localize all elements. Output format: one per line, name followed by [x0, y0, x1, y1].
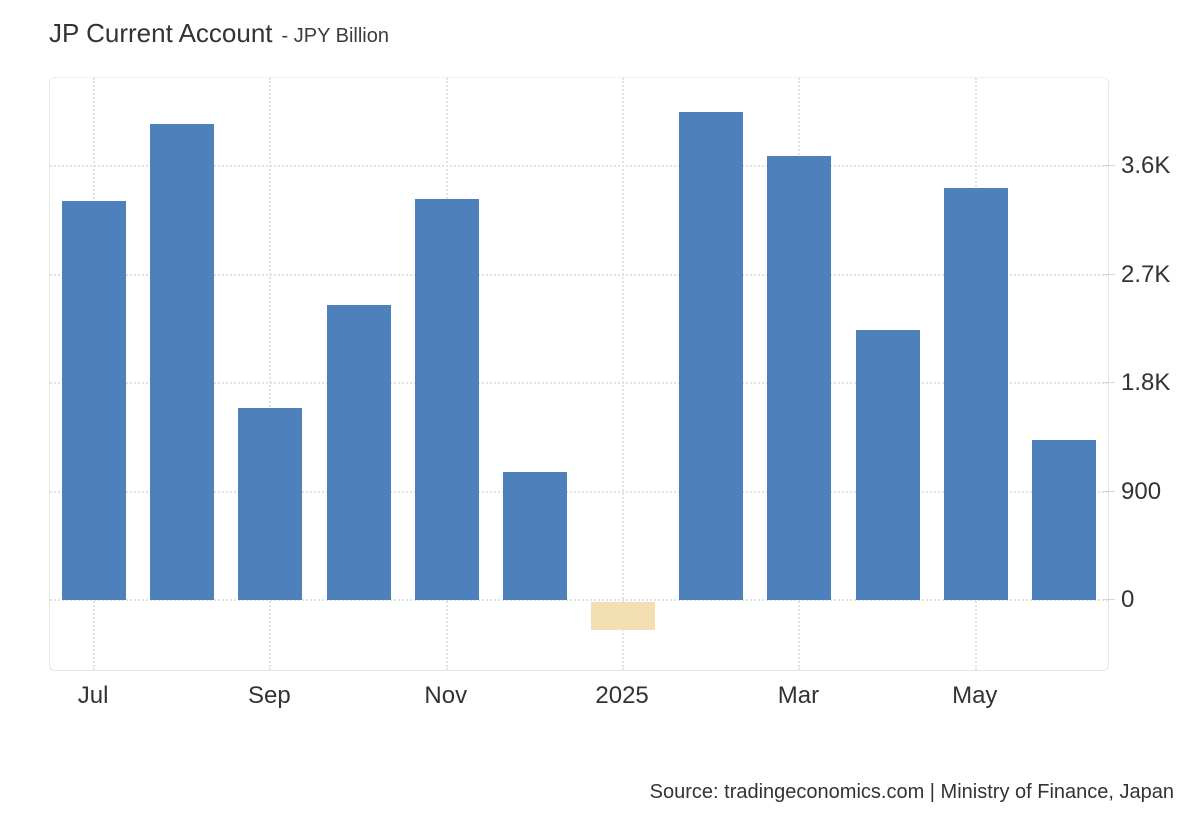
x-axis-label: May: [952, 682, 998, 709]
x-axis-label: Nov: [424, 682, 468, 709]
y-axis-label: 3.6K: [1121, 152, 1171, 180]
bar-nov-2024[interactable]: [414, 198, 479, 601]
bar-oct-2024[interactable]: [326, 304, 391, 601]
x-axis-label: Sep: [248, 682, 291, 709]
bar-mar-2025[interactable]: [767, 156, 832, 601]
bar-may-2025[interactable]: [943, 187, 1008, 601]
y-axis-label: 0: [1121, 586, 1135, 614]
y-axis-label: 1.8K: [1121, 369, 1171, 397]
bar-dec-2024[interactable]: [502, 472, 567, 601]
bar-aug-2024[interactable]: [150, 123, 215, 601]
v-gridline: [622, 78, 625, 670]
y-axis-tick: [1103, 273, 1115, 275]
y-axis-tick: [1103, 599, 1115, 601]
bar-sep-2024[interactable]: [238, 408, 303, 601]
h-gridline: [50, 490, 1108, 493]
y-axis-label: 900: [1121, 477, 1162, 505]
source-attribution: Source: tradingeconomics.com | Ministry …: [649, 781, 1174, 803]
bar-jun-2025[interactable]: [1031, 439, 1096, 601]
x-axis-label: Jul: [77, 682, 109, 709]
y-axis-tick: [1103, 382, 1115, 384]
bar-feb-2025[interactable]: [679, 111, 744, 601]
bar-jan-2025[interactable]: [591, 602, 656, 631]
plot-area: [49, 77, 1109, 671]
y-axis-label: 2.7K: [1121, 260, 1171, 288]
v-gridline: [269, 78, 272, 670]
x-axis-label: Mar: [777, 682, 820, 709]
bar-apr-2025[interactable]: [855, 329, 920, 601]
chart-subtitle: - JPY Billion: [281, 25, 389, 47]
chart-title: JP Current Account: [49, 18, 273, 48]
x-axis-label: 2025: [595, 682, 649, 709]
y-axis-tick: [1103, 165, 1115, 167]
h-gridline: [50, 382, 1108, 385]
bar-jul-2024[interactable]: [62, 200, 127, 601]
h-gridline: [50, 273, 1108, 276]
zero-gridline: [50, 599, 1108, 602]
chart-header: JP Current Account - JPY Billion: [49, 18, 389, 49]
y-axis-tick: [1103, 490, 1115, 492]
h-gridline: [50, 165, 1108, 168]
